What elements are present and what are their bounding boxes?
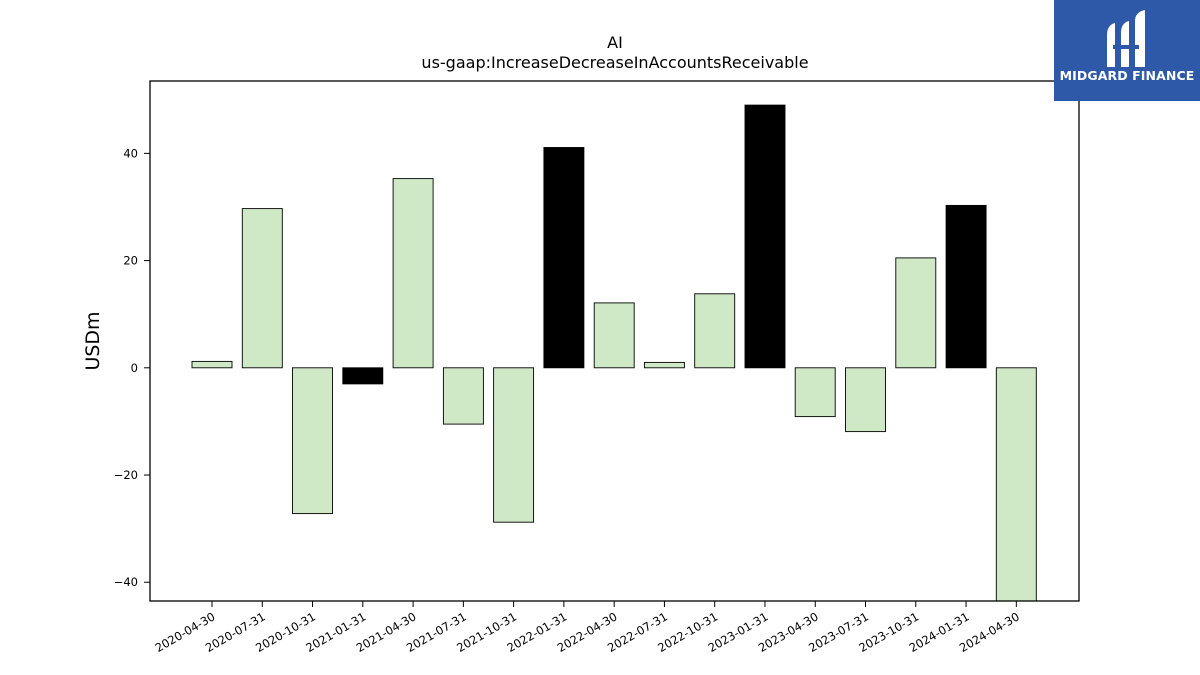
bar-2024-04-30: [995, 367, 1037, 602]
chart-title: AI: [607, 33, 623, 52]
midgard-finance-logo: MIDGARD FINANCE: [1054, 0, 1200, 101]
bar-2020-10-31: [292, 367, 333, 515]
bars-group: [191, 104, 1037, 602]
chart-subtitle: us-gaap:IncreaseDecreaseInAccountsReceiv…: [421, 53, 808, 72]
bar-2023-01-31: [744, 104, 786, 369]
plot-frame: [149, 80, 1080, 602]
logo-mark-icon: [1107, 10, 1145, 67]
bar-2020-04-30: [191, 360, 233, 369]
bar-2022-01-31: [543, 147, 585, 369]
bar-2023-10-31: [895, 257, 937, 369]
logo-text: MIDGARD FINANCE: [1059, 68, 1195, 83]
bar-2023-07-31: [845, 367, 886, 433]
bar-2022-10-31: [694, 293, 736, 369]
y-axis-label: USDm: [82, 311, 104, 370]
bar-2020-07-31: [241, 208, 283, 369]
y-axis: −40 −20 0 20 40: [114, 146, 150, 589]
y-tick-label: 40: [123, 146, 138, 160]
bar-2022-07-31: [643, 361, 685, 369]
x-axis: 2020-04-302020-07-312020-10-312021-01-31…: [153, 601, 1022, 655]
bar-2021-07-31: [442, 367, 484, 425]
bar-2021-04-30: [392, 178, 434, 369]
bar-2024-01-31: [945, 204, 987, 369]
bar-2023-04-30: [794, 367, 836, 418]
bar-2021-01-31: [342, 367, 384, 385]
bar-2022-04-30: [593, 302, 635, 369]
y-tick-label: 0: [131, 361, 138, 375]
y-tick-label: 20: [123, 254, 138, 268]
y-tick-label: −20: [114, 468, 138, 482]
y-tick-label: −40: [114, 575, 138, 589]
bar-2021-10-31: [493, 367, 535, 523]
